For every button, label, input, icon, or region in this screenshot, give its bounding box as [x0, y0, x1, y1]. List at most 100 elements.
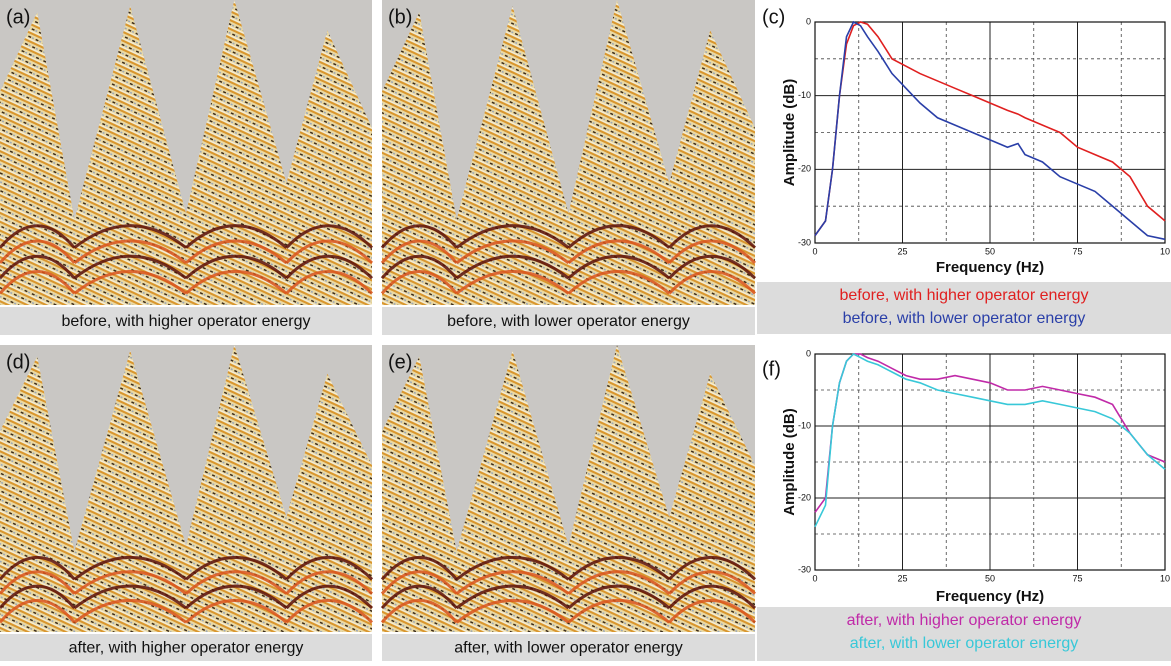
seismic-reflection	[285, 254, 374, 280]
y-axis-label: Amplitude (dB)	[781, 79, 798, 186]
seismic-reflection	[285, 270, 374, 295]
panel-label: (e)	[388, 351, 412, 373]
seismic-section	[0, 345, 372, 632]
seismic-reflection	[285, 224, 374, 249]
x-axis-label: Frequency (Hz)	[936, 588, 1044, 605]
panel-label: (a)	[6, 6, 30, 28]
seismic-reflection	[73, 239, 187, 265]
series-line	[814, 353, 1166, 528]
seismic-reflection	[668, 584, 757, 610]
seismic-reflection	[184, 555, 288, 581]
series-line	[814, 21, 1166, 237]
x-tick-label: 10	[1160, 246, 1170, 256]
seismic-reflection	[668, 239, 757, 265]
seismic-reflection	[380, 584, 458, 610]
seismic-reflection	[668, 556, 757, 581]
caption-box	[0, 634, 372, 661]
y-tick-label: -30	[798, 564, 811, 574]
seismic-reflection	[0, 599, 76, 624]
seismic-reflection	[73, 555, 187, 581]
seismic-reflection	[567, 254, 671, 280]
seismic-reflection	[567, 584, 671, 610]
seismic-reflection	[455, 555, 570, 581]
x-tick-label: 25	[897, 573, 907, 583]
seismic-reflection	[73, 570, 187, 595]
seismic-reflection	[0, 584, 76, 610]
x-tick-label: 50	[985, 573, 995, 583]
legend-entry: before, with lower operator energy	[843, 310, 1086, 327]
seismic-reflection	[455, 224, 570, 249]
series-line	[814, 20, 1166, 241]
seismic-reflection	[0, 556, 76, 581]
seismic-reflection	[668, 570, 757, 595]
seismic-reflection	[184, 584, 288, 610]
x-tick-label: 0	[812, 573, 817, 583]
panel-label: (d)	[6, 351, 30, 373]
seismic-reflection	[380, 599, 458, 624]
seismic-reflection	[184, 570, 288, 595]
x-tick-label: 75	[1072, 246, 1082, 256]
seismic-reflection	[380, 270, 458, 295]
seismic-reflection	[455, 598, 570, 624]
y-axis-label: Amplitude (dB)	[781, 408, 798, 515]
panel-label: (c)	[762, 6, 785, 28]
x-tick-label: 50	[985, 246, 995, 256]
seismic-reflection	[0, 254, 76, 280]
panel-label: (b)	[388, 6, 412, 28]
legend-entry: before, with higher operator energy	[839, 287, 1088, 304]
y-tick-label: -10	[798, 420, 811, 430]
seismic-reflection	[73, 584, 187, 610]
seismic-reflection	[455, 584, 570, 610]
panel-label: (f)	[762, 358, 781, 380]
x-tick-label: 75	[1072, 573, 1082, 583]
seismic-section	[0, 0, 372, 305]
seismic-reflection	[455, 269, 570, 295]
seismic-reflection	[0, 224, 76, 249]
seismic-reflection	[285, 599, 374, 624]
seismic-reflection	[285, 584, 374, 610]
legend-box	[757, 607, 1171, 661]
seismic-reflection	[567, 239, 671, 265]
seismic-reflection	[668, 270, 757, 295]
y-tick-label: -20	[798, 492, 811, 502]
seismic-reflection	[567, 555, 671, 581]
seismic-reflection	[184, 598, 288, 624]
seismic-reflection	[567, 269, 671, 295]
seismic-reflection	[567, 570, 671, 595]
seismic-reflection	[73, 254, 187, 280]
seismic-reflection	[73, 269, 187, 295]
seismic-reflection	[184, 254, 288, 280]
seismic-reflection	[380, 224, 458, 249]
legend-entry: after, with lower operator energy	[850, 635, 1079, 652]
seismic-reflection	[455, 239, 570, 265]
seismic-reflection	[73, 598, 187, 624]
x-tick-label: 10	[1160, 573, 1170, 583]
seismic-reflection	[184, 224, 288, 249]
seismic-reflection	[184, 269, 288, 295]
plot-frame	[814, 21, 1166, 244]
y-tick-label: -10	[798, 90, 811, 100]
caption: after, with higher operator energy	[69, 640, 304, 657]
x-tick-label: 0	[812, 246, 817, 256]
seismic-reflection	[73, 224, 187, 249]
seismic-reflection	[668, 224, 757, 249]
seismic-reflection	[184, 239, 288, 265]
caption: before, with lower operator energy	[447, 313, 690, 330]
legend-box	[757, 282, 1171, 334]
seismic-section	[382, 0, 755, 305]
caption: after, with lower operator energy	[454, 640, 683, 657]
seismic-reflection	[380, 570, 458, 595]
x-tick-label: 25	[897, 246, 907, 256]
seismic-reflection	[285, 556, 374, 581]
seismic-section	[382, 345, 755, 632]
seismic-reflection	[455, 254, 570, 280]
caption-box	[382, 307, 755, 335]
seismic-reflection	[567, 598, 671, 624]
seismic-reflection	[0, 270, 76, 295]
y-tick-label: 0	[806, 16, 811, 26]
seismic-reflection	[285, 570, 374, 595]
caption: before, with higher operator energy	[61, 313, 310, 330]
seismic-reflection	[380, 556, 458, 581]
